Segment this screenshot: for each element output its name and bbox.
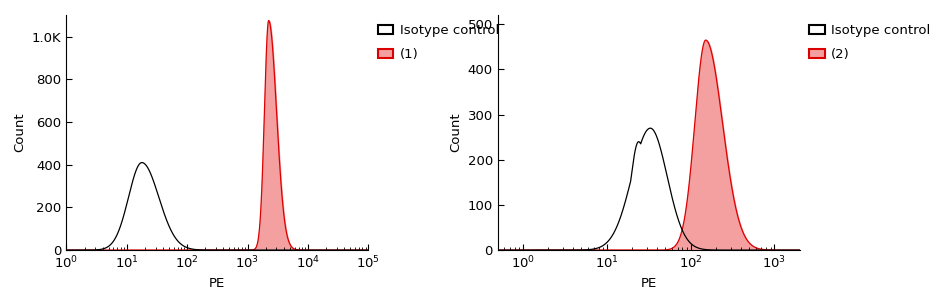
Legend: Isotype control, (1): Isotype control, (1) — [374, 22, 501, 64]
Y-axis label: Count: Count — [449, 113, 462, 152]
Y-axis label: Count: Count — [13, 113, 27, 152]
X-axis label: PE: PE — [641, 277, 657, 290]
Legend: Isotype control, (2): Isotype control, (2) — [806, 22, 933, 64]
X-axis label: PE: PE — [210, 277, 226, 290]
